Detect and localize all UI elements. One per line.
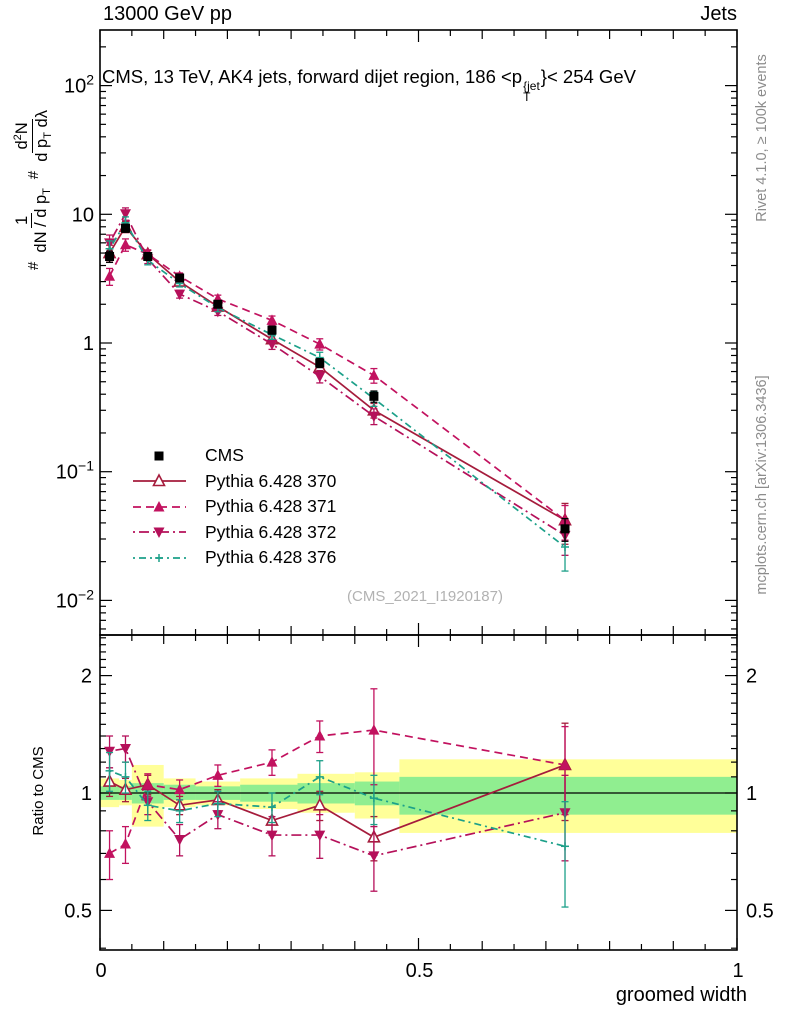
- ratio-panel-frame: [99, 634, 738, 951]
- pt-superscript-stack: {jet T: [523, 79, 540, 105]
- svg-text:10−2: 10−2: [56, 586, 94, 612]
- svg-text:0.5: 0.5: [406, 960, 434, 982]
- svg-text:102: 102: [64, 72, 94, 98]
- analysis-group-label: Jets: [700, 3, 737, 25]
- pythia-376-marker-icon: [131, 548, 188, 568]
- watermark: (CMS_2021_I1920187): [347, 588, 503, 605]
- svg-text:1: 1: [746, 783, 757, 805]
- legend-row-pythia-370: Pythia 6.428 370: [131, 469, 336, 495]
- plot-title: CMS, 13 TeV, AK4 jets, forward dijet reg…: [102, 66, 636, 104]
- svg-text:1: 1: [81, 783, 92, 805]
- legend-label-pythia-372: Pythia 6.428 372: [205, 521, 337, 542]
- svg-text:10−1: 10−1: [56, 458, 94, 484]
- svg-text:2: 2: [746, 666, 757, 688]
- legend: CMS Pythia 6.428 370 Pythia 6.428 371 Py…: [131, 443, 336, 571]
- legend-label-pythia-376: Pythia 6.428 376: [205, 547, 337, 568]
- svg-text:0.5: 0.5: [64, 900, 92, 922]
- beam-energy-label: 13000 GeV pp: [103, 3, 232, 25]
- svg-text:0.5: 0.5: [746, 900, 774, 922]
- svg-text:1: 1: [83, 333, 94, 355]
- series-pythia-6-428-376: [105, 216, 570, 908]
- cms-marker-icon: [131, 446, 188, 466]
- svg-text:2: 2: [81, 666, 92, 688]
- legend-label-pythia-370: Pythia 6.428 370: [205, 470, 337, 491]
- legend-row-pythia-372: Pythia 6.428 372: [131, 520, 336, 546]
- plot-title-text: CMS, 13 TeV, AK4 jets, forward dijet reg…: [102, 66, 523, 87]
- plot-title-tail: }< 254 GeV: [540, 66, 636, 87]
- legend-label-pythia-371: Pythia 6.428 371: [205, 496, 337, 517]
- pt-superscript: {jet: [523, 79, 540, 93]
- legend-row-pythia-376: Pythia 6.428 376: [131, 545, 336, 571]
- ratio-uncertainty-bands: [100, 759, 737, 833]
- legend-label-cms: CMS: [205, 445, 244, 466]
- legend-row-cms: CMS: [131, 443, 336, 469]
- svg-text:0: 0: [95, 960, 106, 982]
- pythia-370-marker-icon: [131, 471, 188, 491]
- series-cms: [105, 223, 570, 542]
- legend-row-pythia-371: Pythia 6.428 371: [131, 494, 336, 520]
- svg-text:1: 1: [732, 960, 743, 982]
- pythia-371-marker-icon: [131, 497, 188, 517]
- pt-subscript: T: [523, 90, 531, 105]
- x-axis-label: groomed width: [615, 984, 747, 1006]
- svg-text:10: 10: [72, 204, 94, 226]
- pythia-372-marker-icon: [131, 522, 188, 542]
